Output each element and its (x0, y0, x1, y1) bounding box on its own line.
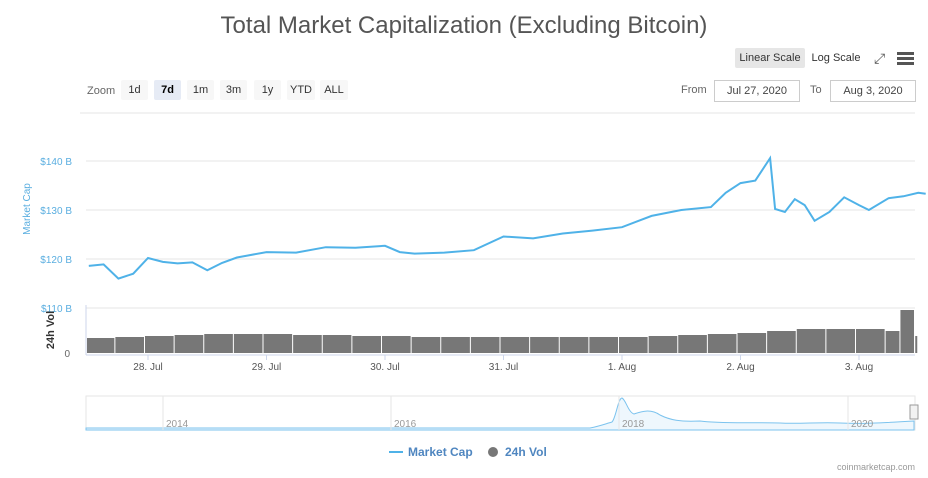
x-tick-label: 28. Jul (133, 362, 162, 373)
from-label: From (681, 84, 707, 96)
x-tick-label: 2. Aug (726, 362, 754, 373)
navigator-tick-label: 2014 (166, 419, 189, 430)
volume-bar (559, 337, 589, 353)
navigator-tick-label: 2018 (622, 419, 645, 430)
market-cap-line (88, 155, 926, 280)
y-tick-label: $120 B (40, 255, 72, 266)
volume-bar (204, 334, 233, 353)
volume-bar (767, 331, 796, 353)
volume-bar (293, 335, 322, 353)
volume-bar (352, 336, 381, 353)
volume-bar (470, 337, 500, 353)
y-tick-label: $110 B (41, 304, 72, 315)
navigator-handle[interactable] (909, 404, 919, 420)
navigator-tick-label: 2016 (394, 419, 417, 430)
zoom-1d-button[interactable]: 1d (121, 80, 148, 100)
volume-bar (707, 334, 737, 353)
volume-bar (441, 337, 470, 353)
zoom-ytd-button[interactable]: YTD (287, 80, 315, 100)
volume-bar (826, 329, 855, 353)
zoom-7d-button[interactable]: 7d (154, 80, 181, 100)
zoom-3m-button[interactable]: 3m (220, 80, 247, 100)
x-tick-label: 29. Jul (252, 362, 281, 373)
volume-bar (500, 337, 530, 353)
volume-bar (678, 335, 707, 353)
volume-bar (530, 337, 559, 353)
credit[interactable]: coinmarketcap.com (837, 462, 915, 472)
y-tick-label: $140 B (40, 157, 72, 168)
volume-bar (856, 329, 885, 353)
to-label: To (810, 84, 822, 96)
volume-bar (233, 334, 263, 353)
volume-bar (737, 333, 767, 353)
y-axis-title: Market Cap (22, 183, 33, 235)
navigator-series (85, 397, 915, 431)
legend: Market Cap 24h Vol (389, 445, 547, 459)
volume-axis-title: 24h Vol (45, 311, 57, 349)
x-tick-label: 31. Jul (489, 362, 518, 373)
volume-bar (174, 335, 204, 353)
from-date-input[interactable]: Jul 27, 2020 (714, 80, 800, 102)
volume-bar (145, 336, 174, 353)
zoom-1m-button[interactable]: 1m (187, 80, 214, 100)
volume-bar (322, 335, 352, 353)
volume-bar (619, 337, 648, 353)
x-tick-label: 30. Jul (370, 362, 399, 373)
volume-bar (885, 331, 900, 353)
volume-bar (900, 310, 914, 353)
volume-tick-label: 0 (64, 349, 70, 360)
navigator-tick-label: 2020 (851, 419, 874, 430)
legend-market-cap[interactable]: Market Cap (408, 445, 473, 459)
volume-bar (263, 334, 293, 353)
hamburger-menu-icon[interactable] (897, 52, 914, 65)
legend-volume[interactable]: 24h Vol (505, 445, 547, 459)
y-tick-label: $130 B (40, 206, 72, 217)
zoom-all-button[interactable]: ALL (320, 80, 348, 100)
x-tick-label: 3. Aug (845, 362, 873, 373)
chart-title: Total Market Capitalization (Excluding B… (220, 12, 708, 39)
to-date-input[interactable]: Aug 3, 2020 (830, 80, 916, 102)
zoom-1y-button[interactable]: 1y (254, 80, 281, 100)
log-scale-button[interactable]: Log Scale (811, 52, 861, 64)
volume-bar (382, 336, 411, 353)
volume-bar (115, 337, 144, 353)
linear-scale-button[interactable]: Linear Scale (735, 48, 805, 68)
zoom-label: Zoom (87, 85, 116, 97)
volume-bar (589, 337, 618, 353)
volume-bar (796, 329, 826, 353)
volume-bar (411, 337, 441, 353)
volume-bar (915, 336, 918, 353)
legend-volume-icon (488, 447, 498, 457)
x-tick-label: 1. Aug (608, 362, 636, 373)
volume-bar (648, 336, 678, 353)
volume-bar (87, 338, 115, 353)
navigator[interactable] (85, 395, 919, 431)
expand-icon[interactable]: ⤢ (874, 50, 886, 66)
